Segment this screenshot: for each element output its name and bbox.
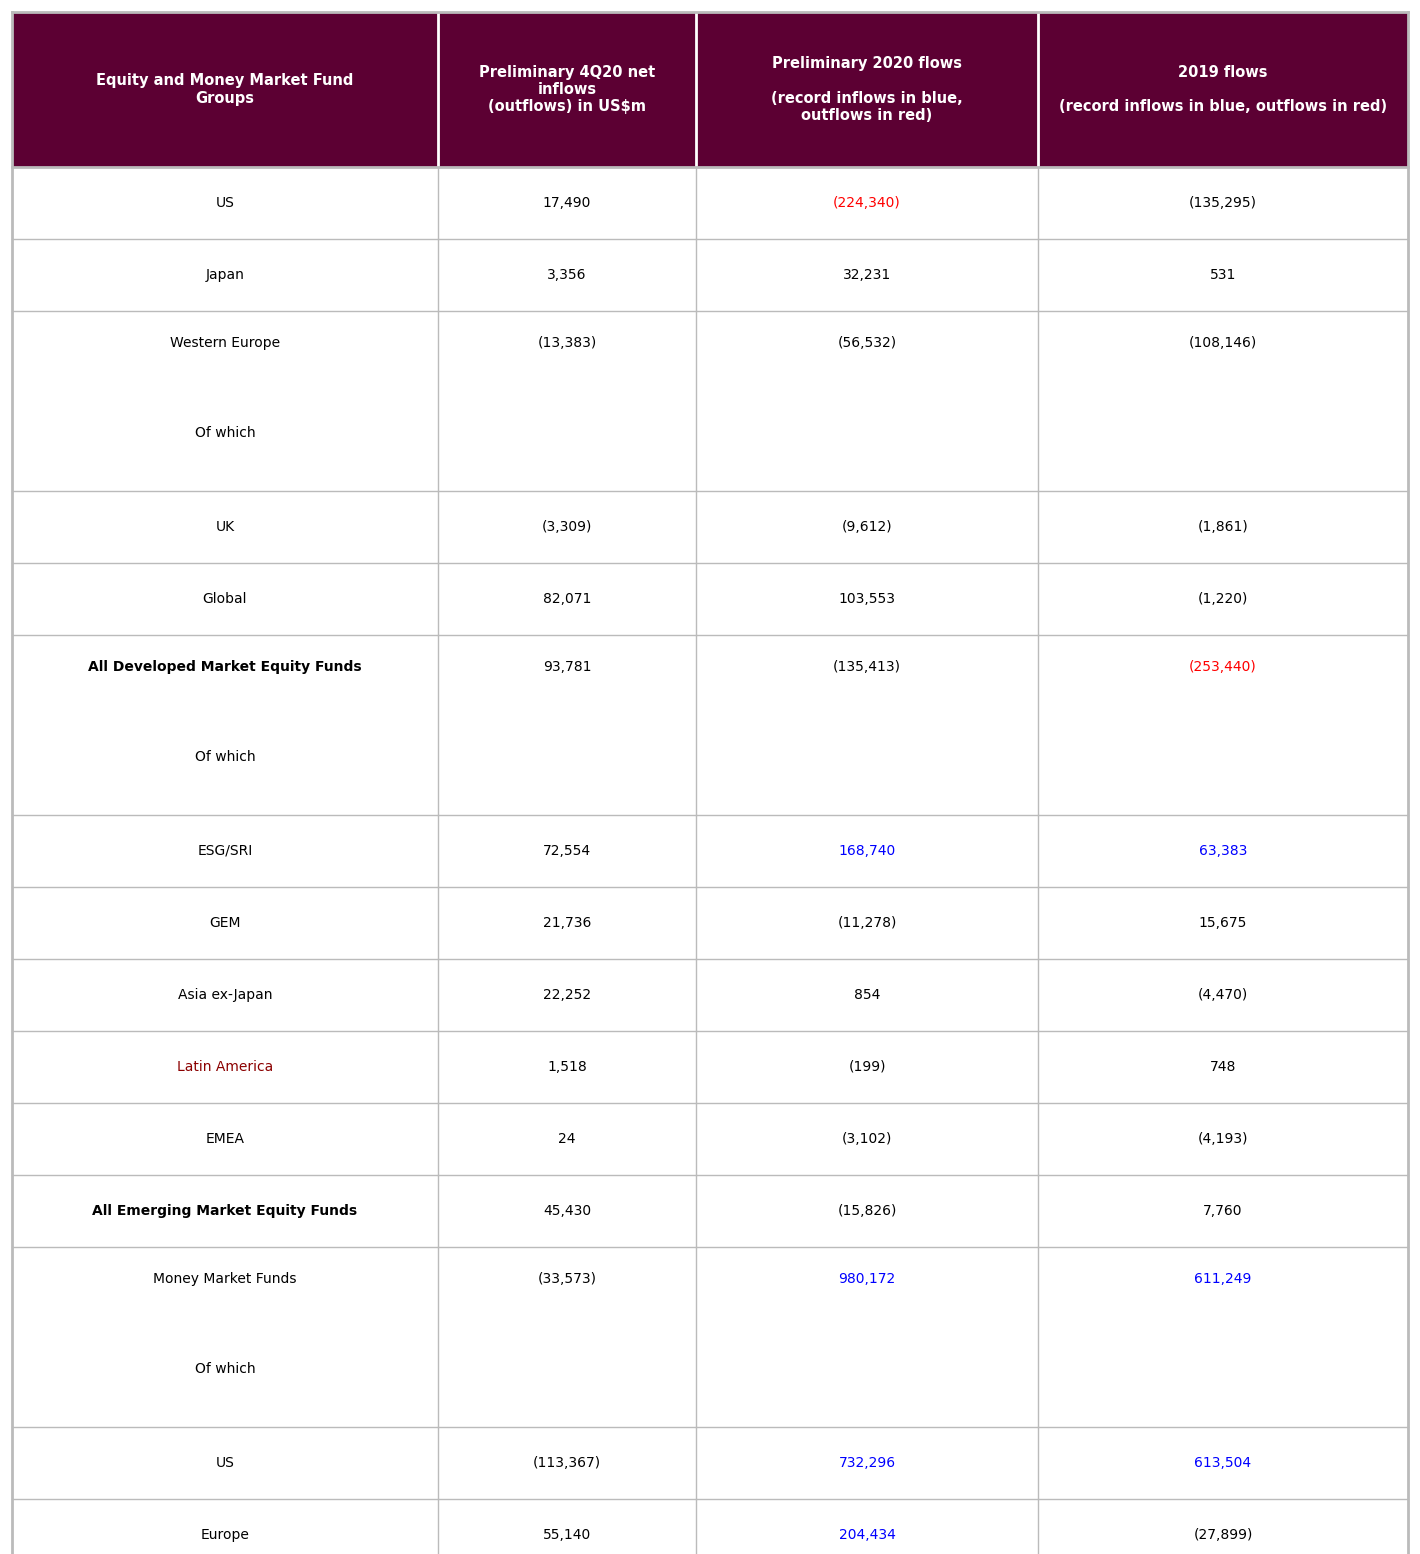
Text: (9,612): (9,612) <box>842 521 892 535</box>
Text: 611,249: 611,249 <box>1194 1273 1251 1287</box>
Bar <box>11 1246 1409 1427</box>
Bar <box>11 491 1409 563</box>
Text: GEM: GEM <box>209 915 240 929</box>
Text: Of which: Of which <box>195 426 256 440</box>
Text: 204,434: 204,434 <box>839 1528 896 1542</box>
Text: (1,220): (1,220) <box>1198 592 1248 606</box>
Text: 15,675: 15,675 <box>1198 915 1247 929</box>
Bar <box>11 166 1409 239</box>
Text: 854: 854 <box>853 988 880 1002</box>
Text: Western Europe: Western Europe <box>170 336 280 350</box>
Text: (3,309): (3,309) <box>541 521 592 535</box>
Bar <box>1038 12 1409 166</box>
Bar <box>11 959 1409 1030</box>
Text: 980,172: 980,172 <box>838 1273 896 1287</box>
Text: 22,252: 22,252 <box>542 988 591 1002</box>
Bar <box>11 1103 1409 1175</box>
Text: (33,573): (33,573) <box>537 1273 596 1287</box>
Text: Global: Global <box>203 592 247 606</box>
Text: 7,760: 7,760 <box>1203 1204 1242 1218</box>
Text: All Developed Market Equity Funds: All Developed Market Equity Funds <box>88 660 362 674</box>
Text: 2019 flows

(record inflows in blue, outflows in red): 2019 flows (record inflows in blue, outf… <box>1059 65 1387 115</box>
Text: (1,861): (1,861) <box>1197 521 1248 535</box>
Text: (15,826): (15,826) <box>838 1204 897 1218</box>
Text: 63,383: 63,383 <box>1198 844 1247 858</box>
Bar <box>11 887 1409 959</box>
Text: (4,193): (4,193) <box>1198 1131 1248 1145</box>
Text: (108,146): (108,146) <box>1189 336 1257 350</box>
Text: Europe: Europe <box>200 1528 250 1542</box>
Bar <box>11 12 437 166</box>
Bar <box>11 814 1409 887</box>
Bar <box>11 239 1409 311</box>
Text: 21,736: 21,736 <box>542 915 591 929</box>
Text: 72,554: 72,554 <box>542 844 591 858</box>
Text: Latin America: Latin America <box>176 1060 273 1074</box>
Text: (199): (199) <box>848 1060 886 1074</box>
Text: Of which: Of which <box>195 1363 256 1377</box>
Text: 748: 748 <box>1210 1060 1237 1074</box>
Bar <box>11 1030 1409 1103</box>
Text: 168,740: 168,740 <box>838 844 896 858</box>
Bar <box>11 1500 1409 1554</box>
Bar <box>11 563 1409 636</box>
Text: US: US <box>216 196 234 210</box>
Text: (253,440): (253,440) <box>1189 660 1257 674</box>
Text: 82,071: 82,071 <box>542 592 591 606</box>
Bar <box>11 1175 1409 1246</box>
Text: (13,383): (13,383) <box>537 336 596 350</box>
Text: 32,231: 32,231 <box>843 267 892 281</box>
Text: (224,340): (224,340) <box>834 196 900 210</box>
Text: (113,367): (113,367) <box>532 1456 601 1470</box>
Text: Preliminary 4Q20 net
inflows
(outflows) in US$m: Preliminary 4Q20 net inflows (outflows) … <box>479 65 655 115</box>
Text: 732,296: 732,296 <box>838 1456 896 1470</box>
Bar <box>437 12 696 166</box>
Text: US: US <box>216 1456 234 1470</box>
Text: (27,899): (27,899) <box>1193 1528 1252 1542</box>
Bar <box>11 1427 1409 1500</box>
Text: Asia ex-Japan: Asia ex-Japan <box>178 988 273 1002</box>
Text: UK: UK <box>216 521 234 535</box>
Text: All Emerging Market Equity Funds: All Emerging Market Equity Funds <box>92 1204 358 1218</box>
Text: ESG/SRI: ESG/SRI <box>197 844 253 858</box>
Text: (4,470): (4,470) <box>1198 988 1248 1002</box>
Text: Money Market Funds: Money Market Funds <box>153 1273 297 1287</box>
Bar <box>11 636 1409 814</box>
Text: 55,140: 55,140 <box>542 1528 591 1542</box>
Bar <box>696 12 1038 166</box>
Text: (11,278): (11,278) <box>838 915 897 929</box>
Text: (135,295): (135,295) <box>1189 196 1257 210</box>
Text: 3,356: 3,356 <box>547 267 586 281</box>
Text: Japan: Japan <box>206 267 244 281</box>
Text: (56,532): (56,532) <box>838 336 896 350</box>
Text: 531: 531 <box>1210 267 1237 281</box>
Text: (3,102): (3,102) <box>842 1131 892 1145</box>
Bar <box>11 311 1409 491</box>
Text: Of which: Of which <box>195 751 256 765</box>
Text: Preliminary 2020 flows

(record inflows in blue,
outflows in red): Preliminary 2020 flows (record inflows i… <box>771 56 963 123</box>
Text: 45,430: 45,430 <box>542 1204 591 1218</box>
Text: (135,413): (135,413) <box>834 660 902 674</box>
Text: 17,490: 17,490 <box>542 196 591 210</box>
Text: 613,504: 613,504 <box>1194 1456 1251 1470</box>
Text: 103,553: 103,553 <box>839 592 896 606</box>
Text: 1,518: 1,518 <box>547 1060 586 1074</box>
Text: 93,781: 93,781 <box>542 660 591 674</box>
Text: Equity and Money Market Fund
Groups: Equity and Money Market Fund Groups <box>97 73 354 106</box>
Text: EMEA: EMEA <box>206 1131 244 1145</box>
Text: 24: 24 <box>558 1131 575 1145</box>
